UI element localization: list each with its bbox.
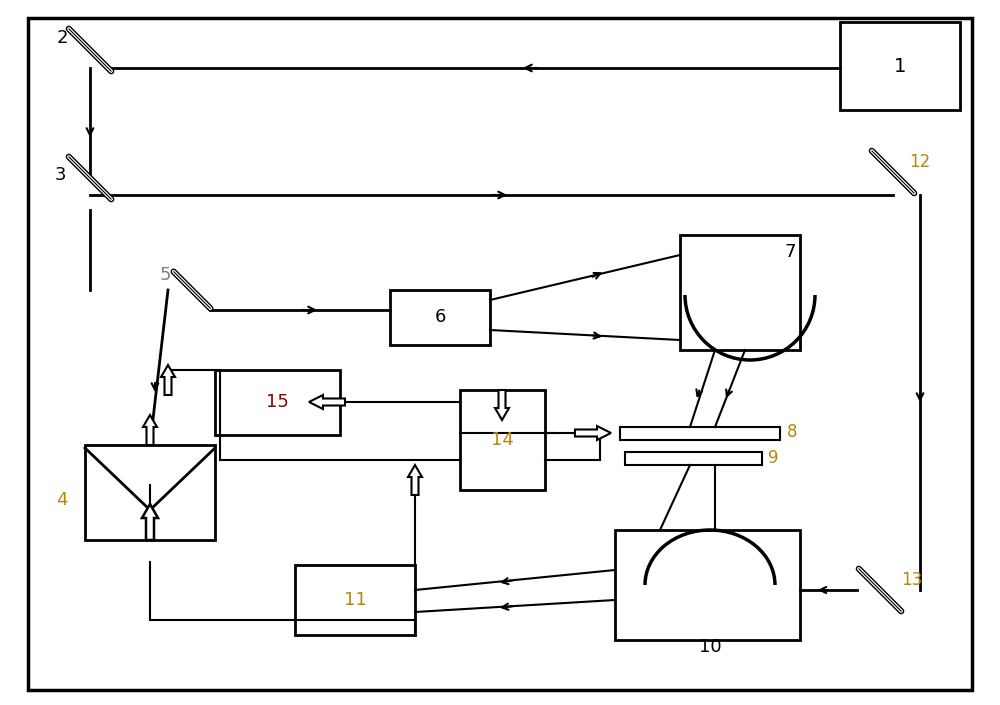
Polygon shape <box>142 504 158 540</box>
Text: 11: 11 <box>344 591 366 609</box>
Polygon shape <box>575 426 611 440</box>
Text: 8: 8 <box>787 423 797 441</box>
Bar <box>460 390 545 490</box>
Polygon shape <box>143 415 157 445</box>
Polygon shape <box>161 365 175 395</box>
Text: 4: 4 <box>56 491 68 509</box>
Text: 9: 9 <box>768 449 778 467</box>
Bar <box>680 235 800 350</box>
Polygon shape <box>309 395 345 409</box>
Text: 13: 13 <box>901 571 923 589</box>
Bar <box>620 427 780 440</box>
Bar <box>625 452 762 465</box>
Polygon shape <box>495 390 509 420</box>
Bar <box>215 370 340 435</box>
Bar <box>295 565 415 635</box>
Text: 12: 12 <box>909 153 931 171</box>
Text: 7: 7 <box>784 243 796 261</box>
Text: 10: 10 <box>699 638 721 656</box>
Bar <box>615 530 800 640</box>
Text: 3: 3 <box>54 166 66 184</box>
Text: 2: 2 <box>56 29 68 47</box>
Bar <box>85 445 215 540</box>
Bar <box>390 290 490 345</box>
Bar <box>840 22 960 110</box>
Text: 14: 14 <box>491 431 513 449</box>
Text: 15: 15 <box>266 393 288 411</box>
Polygon shape <box>408 465 422 495</box>
Text: 1: 1 <box>894 56 906 75</box>
Text: 5: 5 <box>159 266 171 284</box>
Text: 6: 6 <box>434 308 446 326</box>
